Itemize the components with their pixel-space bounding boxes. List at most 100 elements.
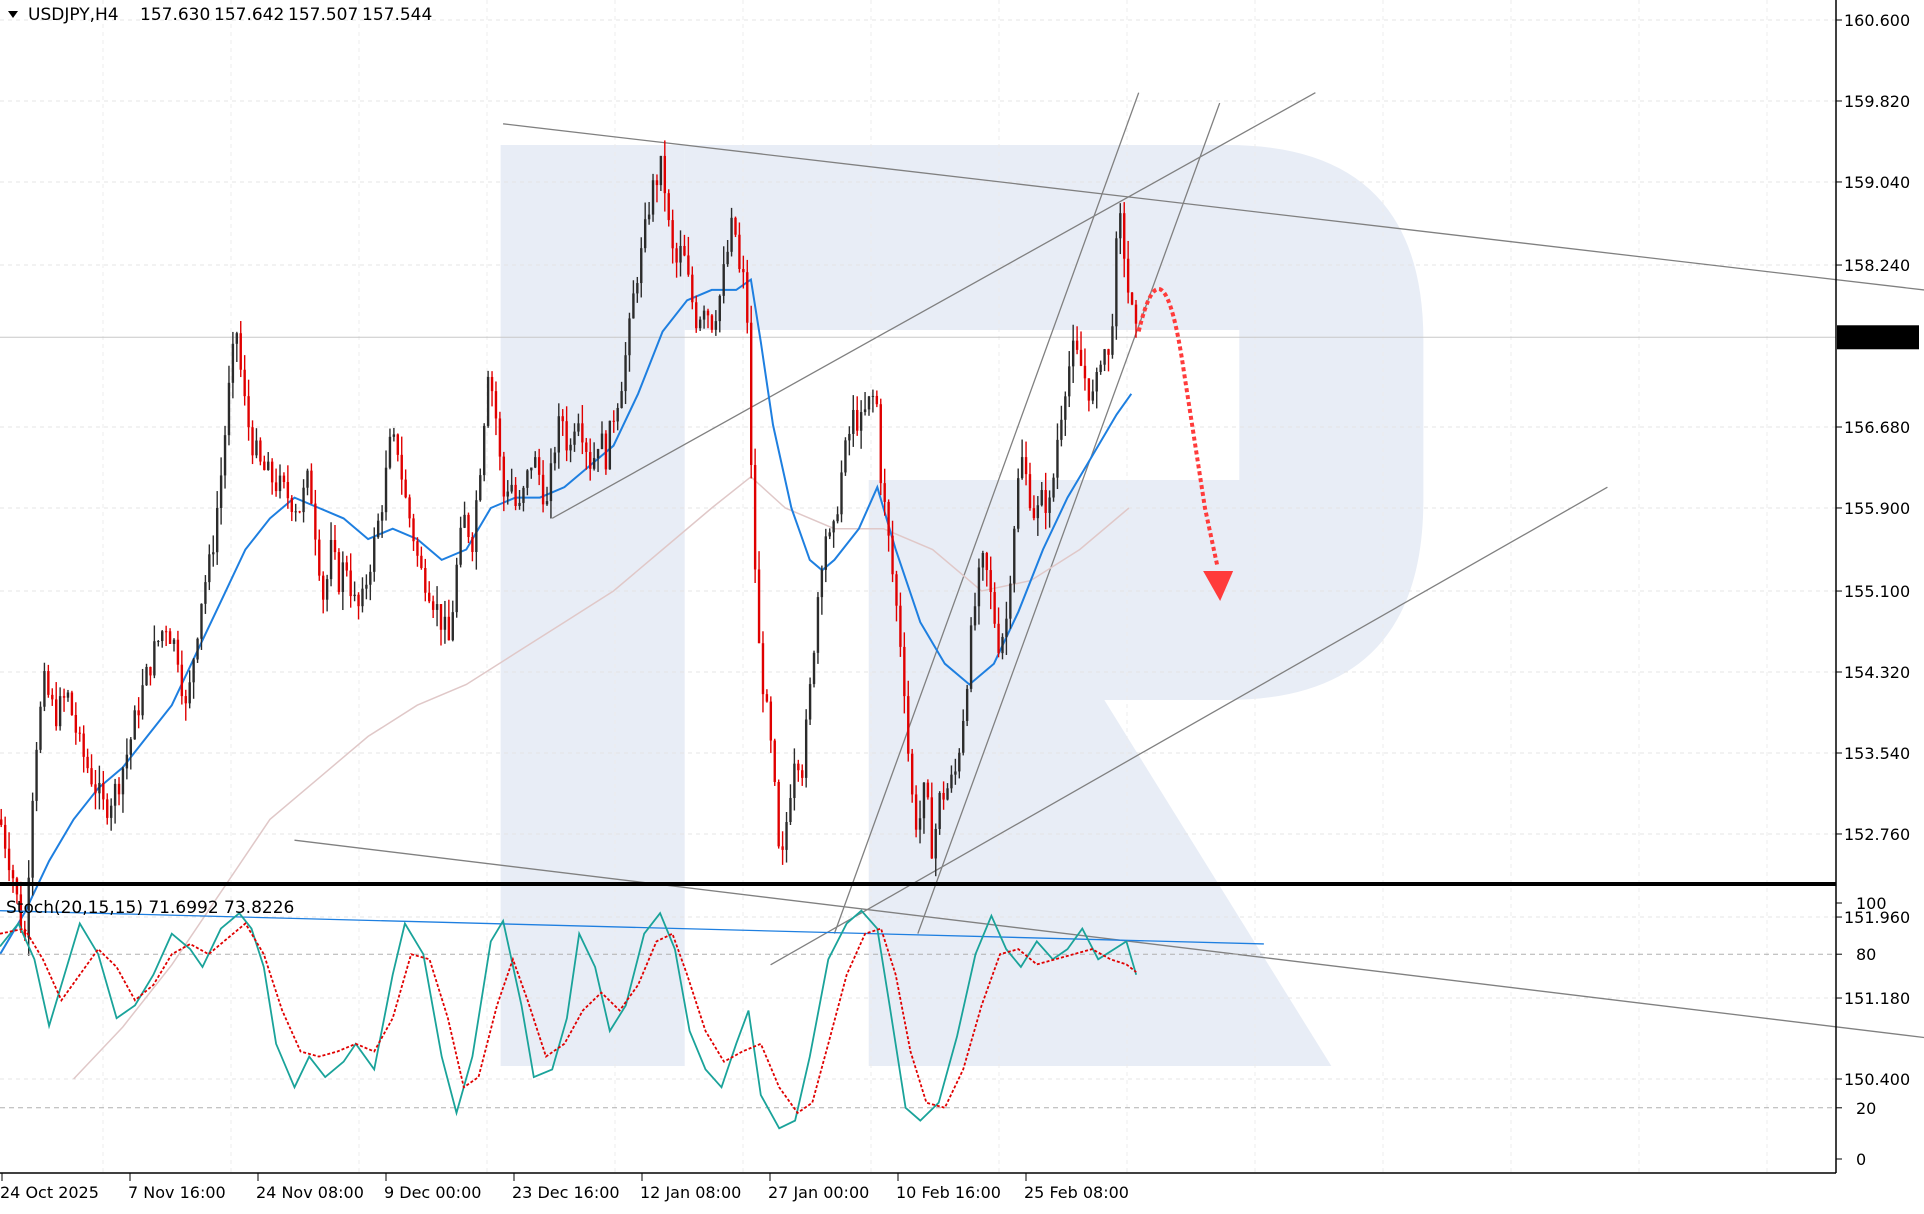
bear-candle (1087, 378, 1091, 401)
bear-candle (655, 180, 659, 186)
bear-candle (985, 552, 988, 571)
bull-candle (200, 603, 203, 639)
stochastic-axis: 100 80 20 0 (1836, 894, 1887, 1169)
price-axis[interactable]: 160.600 159.820 159.040 158.240 156.680 155.9… (1836, 11, 1919, 1089)
time-tick-label: 25 Feb 08:00 (1024, 1183, 1129, 1202)
bull-candle (1001, 636, 1004, 654)
stochastic-tick-label: 20 (1856, 1099, 1876, 1118)
bear-candle (298, 511, 301, 513)
bear-candle (286, 482, 290, 499)
bear-candle (314, 503, 317, 540)
bear-candle (675, 248, 678, 263)
bull-candle (215, 508, 219, 553)
chevron-down-icon[interactable] (8, 11, 18, 18)
bull-candle (636, 283, 639, 294)
bear-candle (581, 423, 584, 443)
bear-candle (1123, 213, 1126, 259)
bear-candle (494, 391, 498, 419)
bear-candle (1044, 490, 1047, 513)
time-tick-label: 12 Jan 08:00 (640, 1183, 741, 1202)
bear-candle (102, 782, 105, 800)
bull-candle (530, 467, 533, 471)
bull-candle (384, 467, 388, 513)
bear-candle (7, 848, 11, 871)
bull-candle (808, 684, 812, 720)
time-tick-label: 24 Oct 2025 (0, 1183, 99, 1202)
bear-candle (149, 666, 152, 676)
stochastic-label: Stoch(20,15,15) 71.6992 73.8226 (6, 898, 294, 918)
bull-candle (647, 214, 651, 220)
bull-candle (1016, 478, 1020, 529)
bear-candle (734, 217, 737, 235)
stochastic-signal-line (0, 922, 1137, 1115)
bull-candle (267, 461, 270, 471)
bear-candle (753, 465, 757, 570)
bear-candle (247, 396, 250, 428)
bull-candle (161, 631, 164, 642)
bull-candle (98, 782, 101, 794)
price-tick-label: 154.320 (1844, 663, 1910, 682)
bear-candle (239, 333, 242, 370)
stochastic-tick-label: 80 (1856, 945, 1876, 964)
bear-candle (903, 646, 906, 697)
bull-candle (848, 433, 851, 441)
bull-candle (1052, 477, 1055, 498)
bull-candle (58, 696, 62, 727)
bull-candle (388, 436, 392, 468)
panel-separator[interactable] (0, 882, 1836, 886)
bear-candle (585, 442, 588, 452)
bear-candle (514, 484, 517, 506)
bull-candle (66, 692, 70, 698)
bull-candle (698, 319, 702, 329)
bull-candle (35, 749, 38, 801)
bull-candle (600, 433, 604, 450)
bull-candle (227, 382, 231, 436)
time-axis[interactable]: 24 Oct 2025 7 Nov 16:00 24 Nov 08:00 9 Dec … (0, 1173, 1129, 1202)
bull-candle (1103, 349, 1106, 365)
bull-candle (946, 788, 949, 800)
bear-candle (137, 710, 140, 716)
bull-candle (557, 416, 560, 453)
watermark-bowl (500, 145, 1424, 700)
forecast-arrowhead (1203, 571, 1234, 602)
bull-candle (954, 771, 957, 775)
bull-candle (793, 763, 796, 798)
bear-candle (738, 234, 741, 270)
bull-candle (125, 754, 129, 769)
bull-candle (938, 792, 941, 829)
bull-candle (569, 444, 572, 451)
bear-candle (561, 416, 564, 422)
bear-candle (70, 692, 74, 715)
bull-candle (1020, 457, 1024, 479)
chart-header: USDJPY,H4 157.630 157.642 157.507 157.54… (8, 5, 432, 25)
bull-candle (486, 376, 490, 426)
header-high: 157.642 (214, 5, 284, 25)
bear-candle (243, 369, 246, 397)
bear-candle (746, 272, 749, 323)
bear-candle (416, 541, 419, 556)
bull-candle (463, 514, 466, 528)
price-tick-label: 156.680 (1844, 418, 1910, 437)
bear-candle (604, 433, 608, 470)
bear-candle (176, 639, 180, 665)
bear-candle (993, 592, 996, 624)
bear-candle (989, 570, 992, 593)
bear-candle (663, 155, 667, 194)
bull-candle (113, 783, 117, 806)
bull-candle (1013, 528, 1016, 584)
bear-candle (589, 451, 592, 469)
bull-candle (640, 248, 643, 284)
bear-candle (345, 562, 348, 571)
bear-candle (710, 315, 714, 330)
bear-candle (742, 269, 745, 273)
bull-candle (27, 877, 30, 938)
bull-candle (820, 569, 824, 598)
bull-candle (852, 409, 855, 434)
bull-candle (577, 423, 580, 432)
price-tick-label: 158.240 (1844, 256, 1910, 275)
bear-candle (541, 474, 545, 505)
bull-candle (204, 582, 207, 604)
bull-candle (859, 412, 863, 431)
bear-candle (765, 694, 769, 702)
